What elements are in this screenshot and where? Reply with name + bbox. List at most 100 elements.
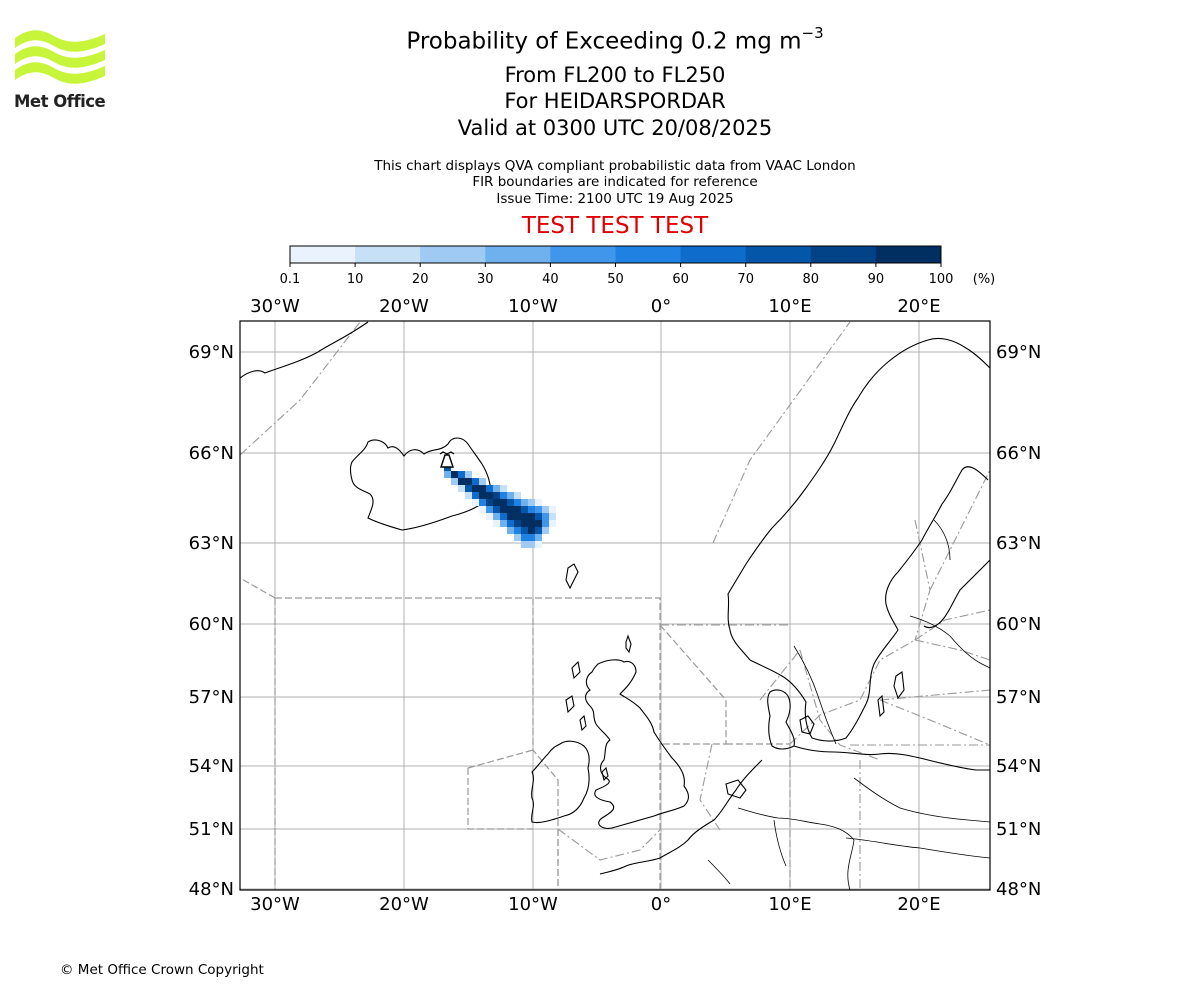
plume-cell: [458, 478, 465, 485]
longitude-labels-bottom: 30°W 20°W 10°W 0° 10°E 20°E: [250, 894, 940, 915]
colorbar-swatch: [745, 246, 812, 263]
plume-cell: [528, 541, 535, 548]
plume-cell: [514, 506, 521, 513]
plume-cell: [528, 534, 535, 541]
latitude-label: 57°N: [996, 687, 1041, 708]
latitude-label: 69°N: [996, 342, 1041, 363]
map: 30°W 20°W 10°W 0° 10°E 20°E 30°W 20°W 10°W 0° 10°…: [189, 296, 1042, 915]
plume-cell: [542, 506, 549, 513]
plume-cell: [493, 513, 500, 520]
longitude-label: 30°W: [250, 894, 300, 915]
plume-cell: [528, 499, 535, 506]
plume-cell: [535, 520, 542, 527]
plume-cell: [465, 492, 472, 499]
plume-cell: [535, 499, 542, 506]
logo-text: Met Office: [14, 92, 106, 111]
chart-title: Probability of Exceeding 0.2 mg m−3: [0, 24, 1200, 55]
latitude-label: 48°N: [189, 879, 234, 900]
copyright-notice: © Met Office Crown Copyright: [60, 962, 264, 978]
plume-cell: [549, 513, 556, 520]
volcano-name: For HEIDARSPORDAR: [504, 89, 726, 113]
colorbar-swatch: [875, 246, 942, 263]
volcano-icon: [439, 451, 455, 468]
colorbar-swatch: [810, 246, 877, 263]
plume-cell: [493, 492, 500, 499]
plume-cell: [500, 492, 507, 499]
plume-cell: [500, 513, 507, 520]
plume-cell: [535, 534, 542, 541]
plume-cell: [472, 499, 479, 506]
colorbar-tick-label: 30: [477, 272, 494, 287]
plume-cell: [458, 471, 465, 478]
plume-cell: [465, 478, 472, 485]
plume-cell: [486, 506, 493, 513]
plume-cell: [507, 513, 514, 520]
longitude-label: 10°W: [508, 894, 558, 915]
plume-cell: [479, 485, 486, 492]
plume-cell: [451, 471, 458, 478]
plume-cell: [521, 499, 528, 506]
plume-cell: [521, 506, 528, 513]
map-background: [240, 321, 990, 890]
info-description: This chart displays QVA compliant probab…: [374, 158, 856, 174]
latitude-label: 63°N: [189, 533, 234, 554]
plume-cell: [500, 520, 507, 527]
plume-cell: [521, 541, 528, 548]
colorbar-tick-label: 40: [542, 272, 559, 287]
plume-cell: [528, 527, 535, 534]
plume-cell: [444, 471, 451, 478]
plume-cell: [500, 499, 507, 506]
coastlines: [240, 321, 990, 890]
latitude-labels-right: 69°N 66°N 63°N 60°N 57°N 54°N 51°N 48°N: [996, 342, 1041, 900]
latitude-label: 66°N: [189, 443, 234, 464]
colorbar-swatches: [290, 246, 942, 263]
latitude-label: 51°N: [189, 819, 234, 840]
plume-cell: [465, 471, 472, 478]
plume-cell: [507, 527, 514, 534]
plume-cell: [486, 485, 493, 492]
map-gridlines: [240, 321, 990, 890]
plume-cell: [514, 513, 521, 520]
plume-cell: [549, 520, 556, 527]
plume-cell: [528, 506, 535, 513]
plume-cell: [521, 527, 528, 534]
plume-cell: [535, 513, 542, 520]
issue-time: Issue Time: 2100 UTC 19 Aug 2025: [496, 191, 734, 207]
longitude-label: 20°E: [897, 894, 940, 915]
latitude-label: 63°N: [996, 533, 1041, 554]
ash-probability-plume: [444, 464, 556, 548]
plume-cell: [528, 520, 535, 527]
colorbar-tick-label: 60: [672, 272, 689, 287]
fir-boundaries: [240, 577, 791, 890]
colorbar-swatch: [290, 246, 356, 263]
latitude-label: 57°N: [189, 687, 234, 708]
longitude-label: 10°W: [508, 296, 558, 317]
flight-level-range: From FL200 to FL250: [504, 63, 726, 87]
met-office-logo: Met Office: [14, 30, 114, 111]
plume-cell: [493, 499, 500, 506]
longitude-label: 20°W: [379, 296, 429, 317]
colorbar-tick-label: 10: [347, 272, 364, 287]
plume-cell: [549, 506, 556, 513]
fir-boundaries-dashdot: [240, 321, 990, 890]
colorbar-swatch: [615, 246, 682, 263]
colorbar-tick-label: 20: [412, 272, 429, 287]
plume-cell: [479, 492, 486, 499]
plume-cell: [535, 527, 542, 534]
latitude-label: 69°N: [189, 342, 234, 363]
latitude-label: 60°N: [996, 614, 1041, 635]
met-office-waves-icon: [15, 30, 105, 84]
plume-cell: [514, 499, 521, 506]
plume-cell: [514, 527, 521, 534]
latitude-label: 66°N: [996, 443, 1041, 464]
latitude-label: 48°N: [996, 879, 1041, 900]
colorbar-tick-label: 100: [929, 272, 954, 287]
plume-cell: [465, 485, 472, 492]
plume-cell: [486, 513, 493, 520]
colorbar-ticks: 0.1 10 20 30 40 50 60 70 80 90 100: [280, 263, 954, 287]
plume-cell: [472, 492, 479, 499]
plume-cell: [458, 485, 465, 492]
colorbar-swatch: [485, 246, 551, 263]
plume-cell: [451, 478, 458, 485]
longitude-label: 10°E: [768, 296, 811, 317]
